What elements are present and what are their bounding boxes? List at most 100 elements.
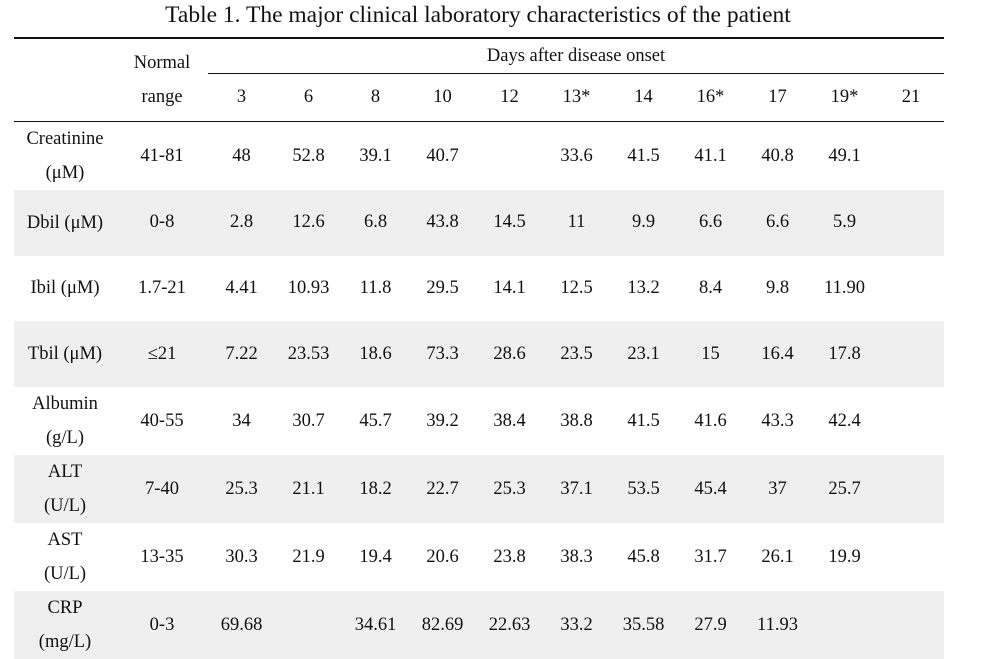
value-cell: 34.61 xyxy=(342,591,409,659)
value-cell: 45.4 xyxy=(677,455,744,523)
value-cell: 20.6 xyxy=(409,523,476,591)
parameter-name-line1: ALT xyxy=(14,455,116,489)
value-cell: 22.7 xyxy=(409,455,476,523)
value-cell: 73.3 xyxy=(409,321,476,387)
value-cell: 25.3 xyxy=(476,455,543,523)
day-header: 19* xyxy=(811,74,878,122)
value-cell: 34 xyxy=(208,387,275,455)
table-caption: Table 1. The major clinical laboratory c… xyxy=(0,0,956,30)
value-cell: 43.3 xyxy=(744,387,811,455)
parameter-name: ALT(U/L) xyxy=(14,455,116,523)
value-cell: 30.7 xyxy=(275,387,342,455)
parameter-unit: (μM) xyxy=(14,156,116,190)
value-cell: 23.5 xyxy=(543,321,610,387)
parameter-name-line1: CRP xyxy=(14,591,116,625)
value-cell: 41.5 xyxy=(610,122,677,191)
value-cell: 41.1 xyxy=(677,122,744,191)
normal-range-cell: 0-8 xyxy=(116,190,208,256)
corner-cell-lower xyxy=(14,74,116,122)
normal-range-header-line1: Normal xyxy=(116,38,208,74)
value-cell: 14.1 xyxy=(476,256,543,322)
value-cell: 22.63 xyxy=(476,591,543,659)
value-cell xyxy=(878,523,944,591)
value-cell: 12.5 xyxy=(543,256,610,322)
value-cell: 37 xyxy=(744,455,811,523)
normal-range-cell: 40-55 xyxy=(116,387,208,455)
value-cell: 6.6 xyxy=(744,190,811,256)
day-header: 6 xyxy=(275,74,342,122)
value-cell xyxy=(878,455,944,523)
value-cell: 40.7 xyxy=(409,122,476,191)
value-cell: 19.9 xyxy=(811,523,878,591)
value-cell: 7.22 xyxy=(208,321,275,387)
day-header: 17 xyxy=(744,74,811,122)
value-cell: 8.4 xyxy=(677,256,744,322)
value-cell: 18.6 xyxy=(342,321,409,387)
value-cell xyxy=(811,591,878,659)
value-cell: 18.2 xyxy=(342,455,409,523)
value-cell: 25.3 xyxy=(208,455,275,523)
value-cell xyxy=(878,190,944,256)
value-cell: 30.3 xyxy=(208,523,275,591)
value-cell: 40.8 xyxy=(744,122,811,191)
value-cell xyxy=(878,387,944,455)
value-cell: 6.8 xyxy=(342,190,409,256)
normal-range-header-line2: range xyxy=(116,74,208,122)
value-cell: 15 xyxy=(677,321,744,387)
value-cell: 21.9 xyxy=(275,523,342,591)
value-cell: 33.6 xyxy=(543,122,610,191)
value-cell: 41.6 xyxy=(677,387,744,455)
value-cell: 4.41 xyxy=(208,256,275,322)
value-cell: 12.6 xyxy=(275,190,342,256)
value-cell: 14.5 xyxy=(476,190,543,256)
day-header: 8 xyxy=(342,74,409,122)
value-cell: 38.4 xyxy=(476,387,543,455)
value-cell: 39.1 xyxy=(342,122,409,191)
parameter-name: AST(U/L) xyxy=(14,523,116,591)
value-cell: 19.4 xyxy=(342,523,409,591)
day-header: 16* xyxy=(677,74,744,122)
normal-range-cell: 0-3 xyxy=(116,591,208,659)
value-cell xyxy=(275,591,342,659)
value-cell: 23.8 xyxy=(476,523,543,591)
value-cell: 26.1 xyxy=(744,523,811,591)
value-cell: 21.1 xyxy=(275,455,342,523)
value-cell xyxy=(878,591,944,659)
corner-cell xyxy=(14,38,116,74)
day-header: 13* xyxy=(543,74,610,122)
value-cell: 42.4 xyxy=(811,387,878,455)
value-cell xyxy=(878,122,944,191)
day-header: 12 xyxy=(476,74,543,122)
value-cell: 82.69 xyxy=(409,591,476,659)
days-group-header: Days after disease onset xyxy=(208,38,944,74)
value-cell: 38.3 xyxy=(543,523,610,591)
value-cell: 6.6 xyxy=(677,190,744,256)
day-header: 10 xyxy=(409,74,476,122)
value-cell: 37.1 xyxy=(543,455,610,523)
parameter-name-line1: Albumin xyxy=(14,387,116,421)
value-cell xyxy=(878,256,944,322)
value-cell: 53.5 xyxy=(610,455,677,523)
value-cell: 35.58 xyxy=(610,591,677,659)
value-cell: 11.90 xyxy=(811,256,878,322)
normal-range-cell: 1.7-21 xyxy=(116,256,208,322)
parameter-name-line1: AST xyxy=(14,523,116,557)
parameter-unit: (U/L) xyxy=(14,557,116,591)
value-cell: 11.8 xyxy=(342,256,409,322)
parameter-name: CRP(mg/L) xyxy=(14,591,116,659)
parameter-name-line1: Ibil (μM) xyxy=(14,277,116,299)
normal-range-cell: 13-35 xyxy=(116,523,208,591)
value-cell: 43.8 xyxy=(409,190,476,256)
parameter-unit: (g/L) xyxy=(14,421,116,455)
value-cell: 31.7 xyxy=(677,523,744,591)
value-cell: 11.93 xyxy=(744,591,811,659)
normal-range-cell: 41-81 xyxy=(116,122,208,191)
value-cell: 23.53 xyxy=(275,321,342,387)
value-cell: 48 xyxy=(208,122,275,191)
day-header: 3 xyxy=(208,74,275,122)
normal-range-cell: ≤21 xyxy=(116,321,208,387)
parameter-name: Creatinine(μM) xyxy=(14,122,116,191)
